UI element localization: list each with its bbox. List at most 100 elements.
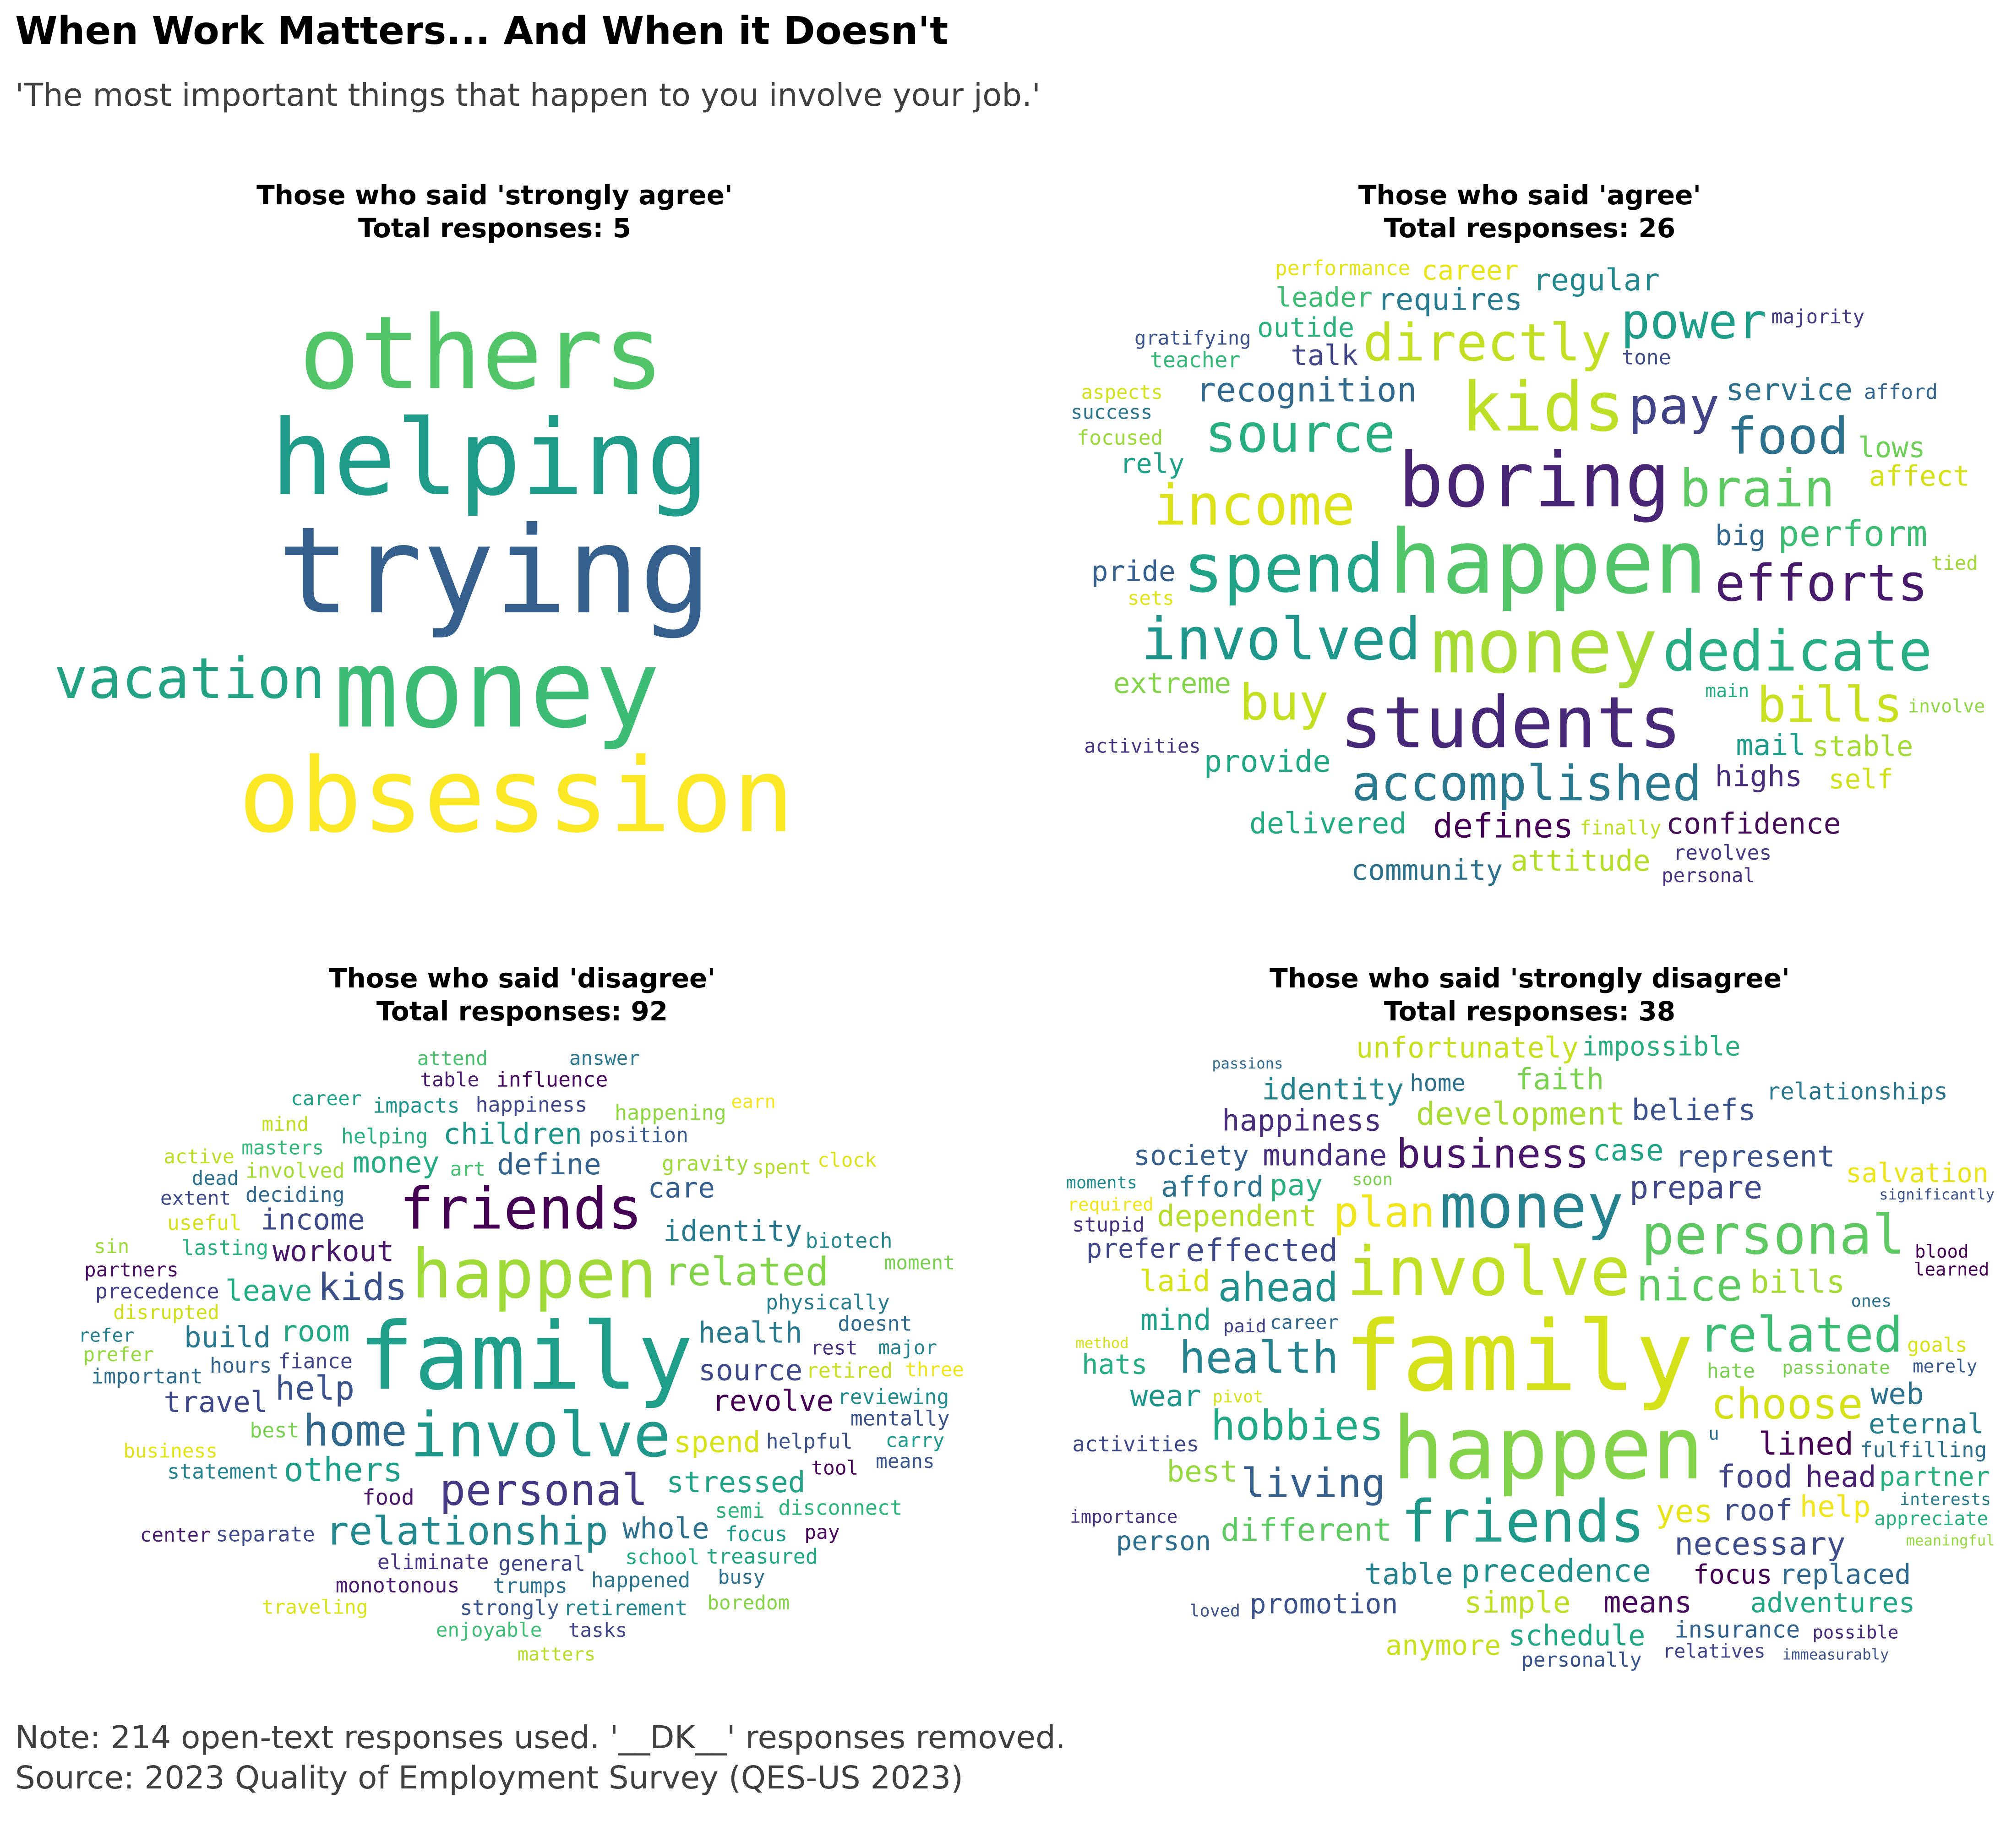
word-happen: happen [411, 1235, 657, 1314]
word-identity: identity [663, 1214, 802, 1248]
word-statement: statement [167, 1460, 279, 1484]
word-mentally: mentally [850, 1406, 950, 1430]
word-unfortunately: unfortunately [1356, 1031, 1579, 1064]
word-provide: provide [1204, 744, 1331, 779]
word-cloud: family happen involve money friends personal r… [1063, 1030, 1997, 1672]
word-effected: effected [1186, 1232, 1338, 1269]
panel-response-count: Total responses: 38 [1384, 996, 1676, 1027]
word-adventures: adventures [1750, 1587, 1915, 1619]
word-pivot: pivot [1213, 1387, 1264, 1406]
word-carry: carry [886, 1429, 945, 1452]
word-family: family [1344, 1300, 1694, 1413]
panel-title: Those who said 'agree' Total responses: … [1067, 179, 1992, 245]
word-significantly: significantly [1879, 1186, 1995, 1203]
word-prefer: prefer [83, 1343, 153, 1366]
word-dead: dead [192, 1167, 239, 1190]
word-personal: personal [1641, 1204, 1905, 1267]
panel-response-count: Total responses: 26 [1384, 213, 1676, 244]
word-big: big [1715, 520, 1766, 552]
word-replaced: replaced [1779, 1559, 1911, 1591]
word-anymore: anymore [1385, 1630, 1501, 1662]
word-friends: friends [1401, 1488, 1645, 1555]
word-business: business [1396, 1131, 1589, 1177]
word-interests: interests [1900, 1489, 1991, 1509]
word-major: major [878, 1336, 937, 1359]
word-three: three [905, 1358, 964, 1381]
word-partner: partner [1879, 1461, 1990, 1492]
word-performance: performance [1275, 256, 1411, 280]
word-money: money [334, 626, 660, 752]
word-relationships: relationships [1766, 1078, 1948, 1105]
word-u: u [1708, 1424, 1719, 1445]
word-lows: lows [1858, 431, 1925, 464]
wordcloud-panel-agree: Those who said 'agree' Total responses: … [1067, 179, 1992, 893]
word-helpful: helpful [766, 1429, 853, 1454]
word-dedicate: dedicate [1663, 619, 1932, 684]
word-promotion: promotion [1250, 1588, 1398, 1620]
word-tool: tool [811, 1457, 858, 1480]
word-eternal: eternal [1869, 1408, 1984, 1440]
word-general: general [498, 1551, 585, 1575]
word-traveling: traveling [262, 1596, 368, 1619]
word-sin: sin [94, 1235, 129, 1258]
word-yes: yes [1656, 1494, 1713, 1530]
wordcloud-panel-strongly-disagree: Those who said 'strongly disagree' Total… [1063, 962, 1997, 1676]
word-passions: passions [1212, 1055, 1283, 1072]
word-accomplished: accomplished [1352, 755, 1702, 812]
word-confidence: confidence [1666, 807, 1841, 840]
word-stressed: stressed [666, 1466, 805, 1499]
word-focus: focus [1693, 1559, 1772, 1590]
word-focused: focused [1077, 426, 1163, 450]
panel-title: Those who said 'strongly agree' Total re… [46, 179, 943, 245]
word-moment: moment [884, 1251, 955, 1274]
footer-note: Note: 214 open-text responses used. '__D… [15, 1719, 1066, 1756]
word-passionate: passionate [1782, 1357, 1890, 1378]
word-boring: boring [1398, 436, 1670, 524]
word-salvation: salvation [1846, 1158, 1989, 1188]
word-ones: ones [1851, 1291, 1892, 1311]
word-income: income [261, 1203, 365, 1237]
word-wear: wear [1130, 1379, 1201, 1413]
word-soon: soon [1352, 1170, 1393, 1189]
word-attitude: attitude [1510, 844, 1651, 878]
word-workout: workout [273, 1235, 394, 1268]
word-tasks: tasks [568, 1619, 627, 1642]
word-goals: goals [1907, 1334, 1968, 1357]
word-revolves: revolves [1673, 841, 1772, 865]
panel-heading: Those who said 'agree' [1358, 180, 1701, 211]
word-hate: hate [1707, 1359, 1755, 1383]
word-food: food [362, 1485, 414, 1510]
word-happiness: happiness [1222, 1104, 1382, 1138]
word-help: help [275, 1369, 354, 1407]
word-friends: friends [399, 1175, 643, 1243]
word-happen: happen [1389, 511, 1707, 614]
word-finally: finally [1580, 817, 1661, 839]
word-pay: pay [1628, 377, 1719, 436]
word-lasting: lasting [181, 1236, 268, 1260]
word-involve: involve [1346, 1232, 1630, 1311]
word-retirement: retirement [563, 1596, 687, 1620]
word-perform: perform [1778, 513, 1928, 555]
word-boredom: boredom [707, 1592, 790, 1614]
word-success: success [1071, 401, 1152, 424]
word-masters: masters [241, 1137, 324, 1160]
word-money: money [1440, 1171, 1624, 1242]
word-mind: mind [1140, 1303, 1211, 1337]
word-happening: happening [615, 1101, 726, 1125]
footer-source: Source: 2023 Quality of Employment Surve… [15, 1760, 964, 1796]
word-disconnect: disconnect [778, 1495, 902, 1520]
word-nice: nice [1636, 1259, 1743, 1311]
word-home: home [1410, 1069, 1466, 1096]
word-cloud: family happen involve friends personal home re… [55, 1030, 989, 1672]
word-relatives: relatives [1663, 1641, 1765, 1663]
word-important: important [91, 1364, 203, 1389]
word-refer: refer [78, 1325, 134, 1346]
word-money: money [353, 1146, 440, 1179]
word-identity: identity [1262, 1073, 1404, 1107]
word-eliminate: eliminate [377, 1550, 489, 1574]
word-tone: tone [1622, 346, 1671, 370]
panel-response-count: Total responses: 5 [358, 213, 631, 244]
wordcloud-panel-strongly-agree: Those who said 'strongly agree' Total re… [46, 179, 943, 893]
word-defines: defines [1433, 807, 1574, 846]
